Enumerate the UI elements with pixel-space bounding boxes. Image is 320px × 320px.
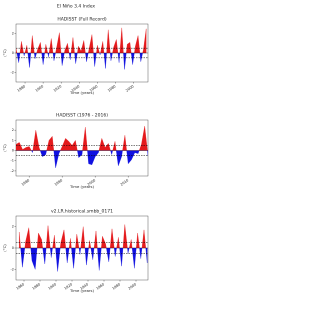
- figure: El Niño 3.4 Index HADISST (Full Record) -…: [2, 4, 149, 293]
- y-tick-label: 1: [12, 138, 14, 142]
- x-tick-label: 1960: [96, 282, 106, 290]
- y-tick-label: 0: [12, 149, 14, 153]
- y-axis-label: (°C): [2, 49, 7, 57]
- x-axis-label: Time (years): [69, 288, 94, 293]
- negative-area: [19, 248, 148, 272]
- x-axis-label: Time (years): [69, 90, 94, 95]
- x-tick-label: 1900: [35, 84, 45, 92]
- x-tick-label: 1880: [32, 282, 42, 290]
- x-tick-label: 1990: [54, 178, 64, 186]
- x-tick-label: 1980: [21, 178, 31, 186]
- y-tick-label: -2: [11, 70, 15, 74]
- y-tick-label: 2: [12, 225, 14, 229]
- panel-title: HADISST (Full Record): [57, 17, 107, 23]
- x-tick-label: 1940: [80, 282, 90, 290]
- x-tick-label: 1960: [89, 84, 99, 92]
- panel-title: v2.LR.historical.smbb_0171: [51, 209, 113, 215]
- y-tick-label: 0: [12, 246, 14, 250]
- x-axis-label: Time (years): [69, 184, 94, 189]
- x-tick-label: 2000: [125, 84, 135, 92]
- x-tick-label: 2000: [128, 282, 138, 290]
- x-tick-label: 1880: [17, 84, 27, 92]
- figure-title: El Niño 3.4 Index: [57, 4, 95, 10]
- x-tick-label: 1920: [64, 282, 74, 290]
- y-axis-label: (°C): [2, 244, 7, 252]
- y-tick-label: -1: [11, 159, 15, 163]
- x-tick-label: 1900: [48, 282, 58, 290]
- positive-area: [16, 126, 148, 151]
- x-tick-label: 1940: [71, 84, 81, 92]
- y-tick-label: -2: [11, 169, 15, 173]
- x-tick-label: 1980: [107, 84, 117, 92]
- x-tick-label: 1920: [53, 84, 63, 92]
- panel-title: HADISST (1976 - 2016): [56, 113, 108, 119]
- x-tick-label: 2000: [87, 178, 97, 186]
- x-tick-label: 2010: [120, 178, 130, 186]
- negative-area: [16, 53, 147, 70]
- y-tick-label: 2: [12, 128, 14, 132]
- positive-area: [19, 224, 148, 248]
- y-tick-label: 0: [12, 51, 14, 55]
- negative-area: [16, 150, 148, 168]
- y-tick-label: 2: [12, 32, 14, 36]
- x-tick-label: 1980: [112, 282, 122, 290]
- y-tick-label: -2: [11, 267, 15, 271]
- y-axis-label: (°C): [2, 144, 7, 152]
- positive-area: [16, 27, 147, 53]
- x-tick-label: 1860: [16, 282, 26, 290]
